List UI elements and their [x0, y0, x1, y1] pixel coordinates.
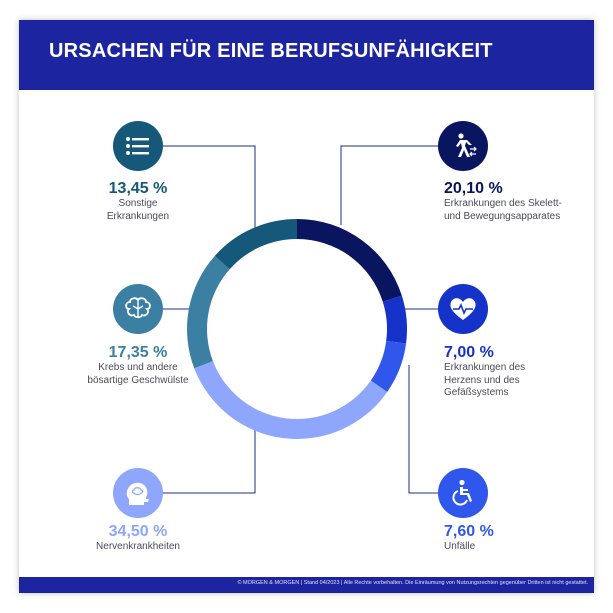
slice-unfaelle [370, 340, 407, 392]
label-herz: 7,00 % Erkrankungen des Herzens und des … [444, 344, 584, 400]
desc-nerven: Nervenkrankheiten [96, 541, 180, 552]
percent-skelett: 20,10 % [444, 180, 503, 197]
footer-bar: © MORGEN & MORGEN | Stand 04/2023 | Alle… [19, 577, 594, 593]
leader-lines [163, 145, 438, 494]
desc-sonstige: Sonstige Erkrankungen [106, 198, 170, 222]
page-title: URSACHEN FÜR EINE BERUFSUNFÄHIGKEIT [49, 40, 493, 62]
list-icon [113, 121, 163, 171]
leader-line-nerven [163, 430, 256, 494]
heart-pulse-icon [438, 284, 488, 334]
donut-slices [187, 219, 408, 439]
percent-krebs: 17,35 % [108, 344, 168, 361]
leader-line-sonstige [163, 145, 256, 230]
leader-line-unfaelle [408, 365, 438, 494]
copyright-text: © MORGEN & MORGEN | Stand 04/2023 | Alle… [237, 580, 588, 586]
leader-line-skelett [340, 145, 438, 225]
donut-chart [163, 145, 438, 494]
header-bar: URSACHEN FÜR EINE BERUFSUNFÄHIGKEIT [19, 20, 594, 90]
slice-krebs [187, 255, 230, 369]
infographic-frame: URSACHEN FÜR EINE BERUFSUNFÄHIGKEIT [19, 20, 594, 593]
head-brain-icon [113, 468, 163, 518]
brain-icon [113, 284, 163, 334]
percent-sonstige: 13,45 % [108, 180, 168, 197]
slice-sonstige [214, 219, 297, 270]
desc-herz: Erkrankungen des Herzens und des Gefäßsy… [444, 362, 526, 398]
desc-skelett: Erkrankungen des Skelett- und Bewegungsa… [444, 198, 562, 222]
percent-herz: 7,00 % [444, 344, 494, 361]
percent-unfaelle: 7,60 % [444, 523, 494, 540]
percent-nerven: 34,50 % [108, 523, 168, 540]
wheelchair-icon [438, 468, 488, 518]
slice-skelett [297, 219, 402, 302]
label-krebs: 17,35 % Krebs und andere bösartige Gesch… [63, 344, 213, 387]
slice-nerven [194, 361, 388, 439]
label-unfaelle: 7,60 % Unfälle [444, 523, 584, 554]
label-nerven: 34,50 % Nervenkrankheiten [73, 523, 203, 554]
desc-unfaelle: Unfälle [444, 541, 476, 552]
label-sonstige: 13,45 % Sonstige Erkrankungen [73, 180, 203, 223]
walking-person-icon [438, 121, 488, 171]
label-skelett: 20,10 % Erkrankungen des Skelett- und Be… [444, 180, 584, 223]
slice-herz [382, 295, 408, 344]
desc-krebs: Krebs und andere bösartige Geschwülste [87, 362, 189, 386]
